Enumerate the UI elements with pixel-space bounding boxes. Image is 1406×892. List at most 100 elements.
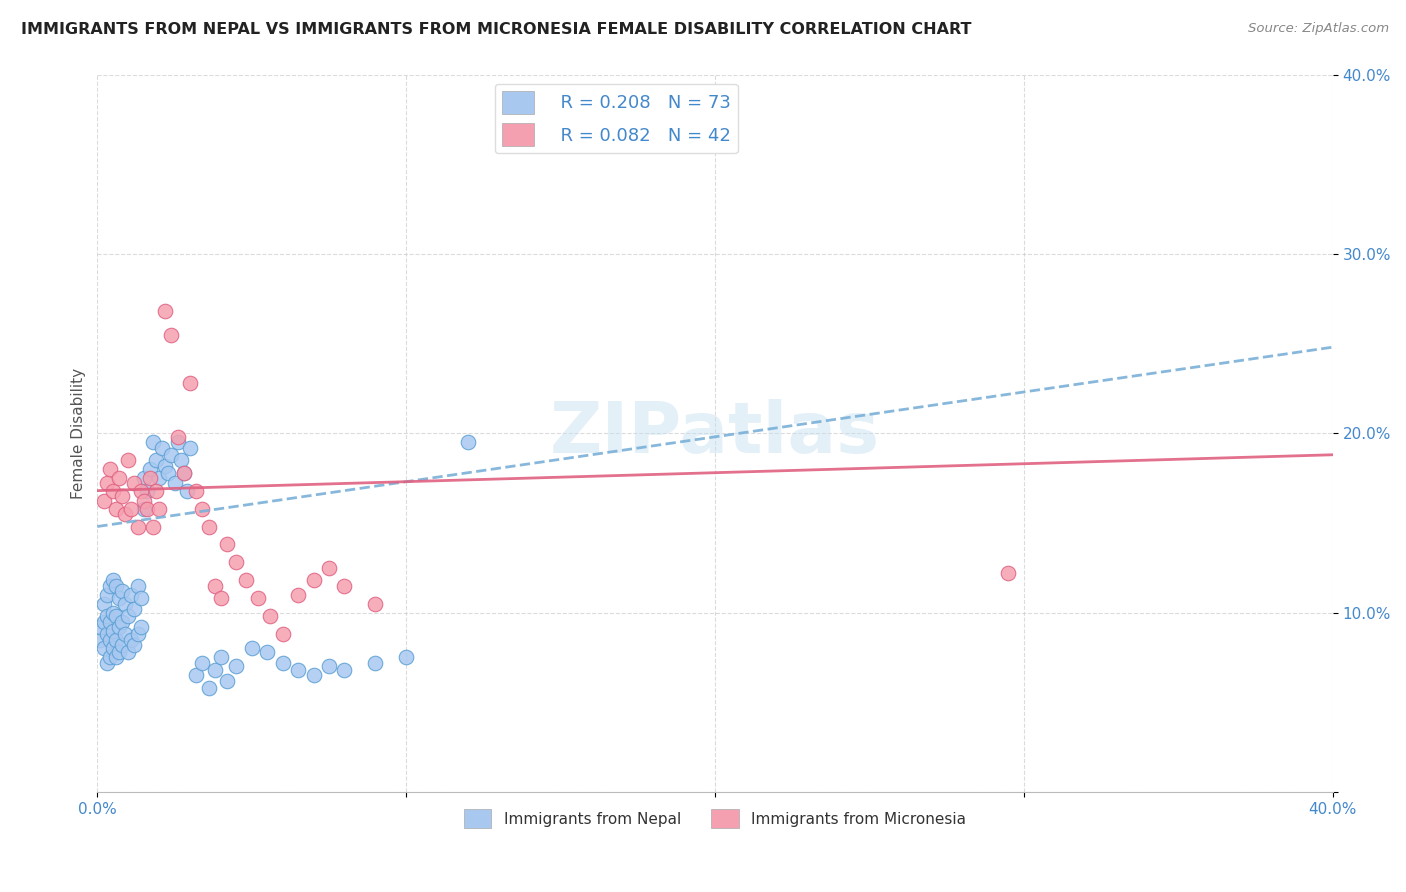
Point [145, 453, 167, 467]
Point [96, 656, 118, 670]
Point [256, 645, 278, 659]
Point [197, 519, 219, 533]
Point [217, 537, 239, 551]
Point [197, 681, 219, 695]
Point [108, 471, 131, 485]
Point [166, 435, 188, 450]
Point [98, 462, 121, 476]
Point [93, 494, 115, 508]
Point [333, 663, 356, 677]
Point [186, 668, 208, 682]
Point [287, 663, 309, 677]
Point [145, 483, 167, 498]
Point [96, 588, 118, 602]
Point [259, 609, 281, 624]
Point [93, 641, 115, 656]
Point [166, 430, 188, 444]
Point [108, 620, 131, 634]
Point [111, 584, 134, 599]
Point [96, 627, 118, 641]
Point [98, 579, 121, 593]
Point [124, 476, 146, 491]
Point [101, 483, 124, 498]
Point [160, 327, 183, 342]
Point [127, 579, 149, 593]
Point [93, 615, 115, 629]
Point [204, 579, 226, 593]
Point [135, 483, 157, 498]
Point [129, 620, 152, 634]
Point [176, 483, 198, 498]
Point [155, 458, 177, 473]
Point [101, 606, 124, 620]
Point [142, 435, 165, 450]
Point [142, 519, 165, 533]
Point [246, 591, 269, 606]
Point [108, 645, 131, 659]
Point [111, 638, 134, 652]
Point [225, 659, 247, 673]
Point [114, 597, 136, 611]
Point [155, 304, 177, 318]
Point [287, 588, 309, 602]
Point [98, 615, 121, 629]
Point [318, 561, 340, 575]
Point [160, 448, 183, 462]
Point [120, 632, 142, 647]
Point [132, 471, 155, 485]
Point [117, 453, 139, 467]
Point [129, 483, 152, 498]
Point [104, 501, 127, 516]
Point [124, 638, 146, 652]
Point [104, 632, 127, 647]
Point [98, 632, 121, 647]
Point [93, 597, 115, 611]
Point [150, 441, 173, 455]
Point [139, 471, 162, 485]
Point [104, 609, 127, 624]
Point [96, 609, 118, 624]
Point [302, 668, 325, 682]
Point [173, 466, 195, 480]
Point [302, 574, 325, 588]
Point [135, 501, 157, 516]
Point [139, 462, 162, 476]
Point [186, 483, 208, 498]
Point [111, 615, 134, 629]
Point [364, 656, 387, 670]
Point [157, 466, 180, 480]
Point [101, 641, 124, 656]
Point [129, 591, 152, 606]
Point [318, 659, 340, 673]
Point [191, 656, 214, 670]
Point [271, 627, 294, 641]
Point [209, 591, 232, 606]
Point [101, 624, 124, 638]
Text: IMMIGRANTS FROM NEPAL VS IMMIGRANTS FROM MICRONESIA FEMALE DISABILITY CORRELATIO: IMMIGRANTS FROM NEPAL VS IMMIGRANTS FROM… [21, 22, 972, 37]
Point [271, 656, 294, 670]
Point [114, 627, 136, 641]
Point [179, 376, 201, 390]
Point [240, 641, 263, 656]
Point [108, 591, 131, 606]
Point [204, 663, 226, 677]
Point [117, 609, 139, 624]
Text: ZIPatlas: ZIPatlas [550, 399, 880, 467]
Point [132, 494, 155, 508]
Point [235, 574, 257, 588]
Y-axis label: Female Disability: Female Disability [72, 368, 86, 499]
Point [148, 471, 170, 485]
Point [127, 627, 149, 641]
Point [997, 566, 1019, 581]
Point [170, 453, 193, 467]
Point [217, 673, 239, 688]
Point [225, 555, 247, 569]
Point [96, 476, 118, 491]
Point [333, 579, 356, 593]
Point [209, 650, 232, 665]
Point [98, 650, 121, 665]
Point [132, 501, 155, 516]
Point [191, 501, 214, 516]
Point [148, 501, 170, 516]
Point [179, 441, 201, 455]
